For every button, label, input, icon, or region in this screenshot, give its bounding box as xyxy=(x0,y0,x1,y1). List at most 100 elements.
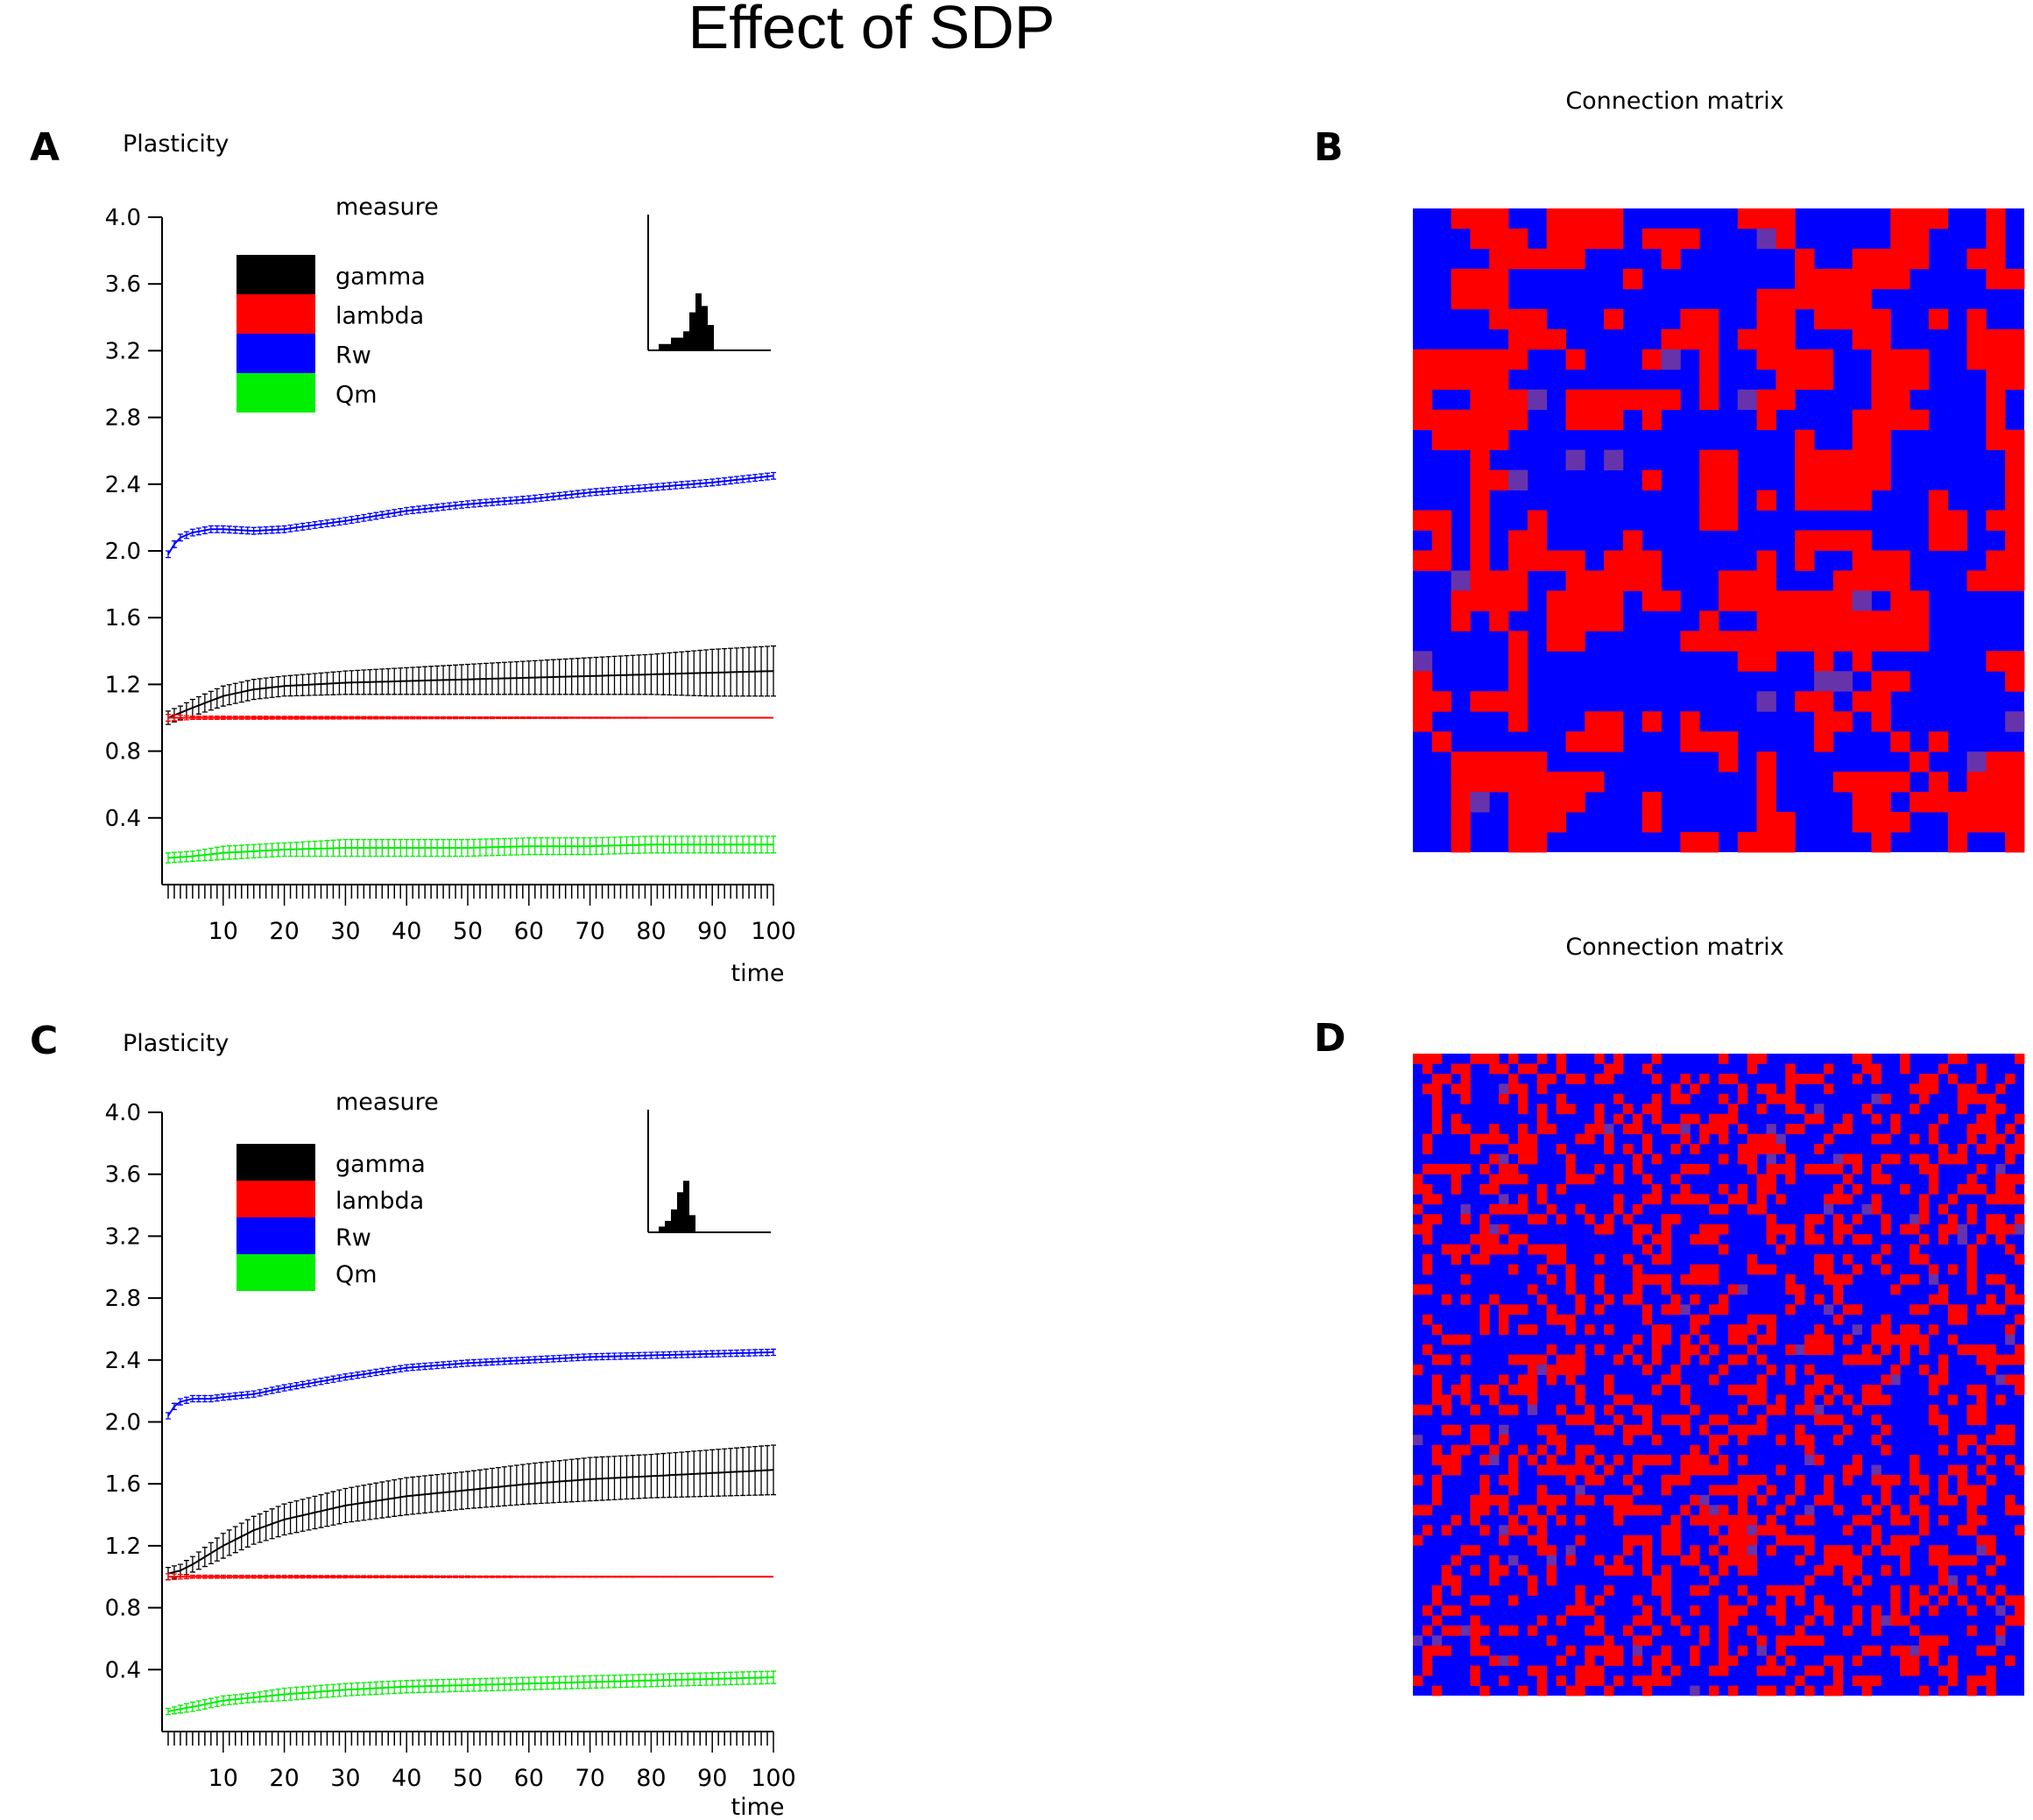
panel-b-matrix-cell xyxy=(1585,208,1605,229)
panel-d-matrix-cell xyxy=(1928,1545,1939,1556)
panel-d-matrix-cell xyxy=(1890,1645,1901,1656)
panel-b-matrix-cell xyxy=(1871,550,1891,571)
panel-c-errorbar-lambda xyxy=(312,1575,318,1579)
panel-d-matrix-cell xyxy=(1441,1605,1452,1616)
panel-d-matrix-cell xyxy=(1747,1324,1758,1336)
panel-a-errorbar-gamma xyxy=(746,646,752,697)
panel-d-matrix-cell xyxy=(1804,1514,1815,1526)
panel-d-matrix-cell xyxy=(1938,1444,1949,1456)
panel-c-x-tick-label: 50 xyxy=(453,1765,483,1792)
panel-d-matrix-cell xyxy=(1680,1073,1691,1084)
panel-d-matrix-cell xyxy=(1527,1244,1538,1255)
panel-a-errorbar-gamma xyxy=(226,684,232,706)
panel-d-matrix-cell xyxy=(1641,1505,1653,1516)
panel-a-errorbar-lambda xyxy=(532,716,538,719)
panel-d-matrix-cell xyxy=(1756,1494,1767,1506)
panel-b-matrix-cell xyxy=(1565,631,1585,652)
panel-d-matrix-cell xyxy=(1499,1435,1509,1446)
panel-c-errorbar-gamma xyxy=(349,1486,355,1523)
panel-d-matrix-cell xyxy=(1890,1284,1901,1295)
panel-d-matrix-cell xyxy=(1585,1404,1595,1415)
panel-d-matrix-cell xyxy=(1976,1645,1987,1656)
panel-d-matrix-cell xyxy=(1900,1565,1910,1576)
panel-d-matrix-cell xyxy=(1966,1555,1977,1566)
panel-b-matrix-cell xyxy=(1775,389,1796,411)
panel-a-y-tick-label: 1.6 xyxy=(105,605,141,631)
panel-d-matrix-cell xyxy=(1613,1054,1624,1064)
panel-a-errorbar-lambda xyxy=(642,716,648,719)
panel-c-errorbar-gamma xyxy=(342,1487,349,1524)
panel-c-legend-label-Qm: Qm xyxy=(335,1261,378,1288)
panel-d-matrix-cell xyxy=(2005,1144,2015,1154)
panel-d-matrix-cell xyxy=(1641,1144,1653,1154)
panel-c-x-tick-label: 60 xyxy=(514,1765,544,1792)
panel-d-matrix-cell xyxy=(1966,1575,1977,1586)
panel-a-errorbar-gamma xyxy=(263,677,269,699)
panel-b-matrix-cell xyxy=(1986,510,2006,531)
panel-d-matrix-cell xyxy=(1737,1093,1748,1104)
panel-d-matrix-cell xyxy=(1556,1444,1566,1456)
panel-d-matrix-cell xyxy=(1422,1605,1433,1616)
panel-b-matrix-cell xyxy=(1719,590,1739,611)
panel-a-errorbar-gamma xyxy=(660,653,667,695)
panel-b-matrix-cell xyxy=(1852,449,1872,470)
panel-b-matrix-cell xyxy=(1719,510,1739,531)
panel-a-errorbar-gamma xyxy=(495,661,501,695)
panel-b-matrix-cell xyxy=(1852,610,1872,631)
panel-d-matrix-cell xyxy=(1727,1534,1739,1546)
panel-c-errorbar-lambda xyxy=(263,1575,269,1579)
panel-d-matrix-cell xyxy=(1546,1635,1557,1647)
panel-d-matrix-cell xyxy=(1699,1464,1710,1476)
panel-c-errorbar-Qm xyxy=(507,1677,513,1691)
panel-d-matrix-cell xyxy=(1585,1324,1595,1336)
panel-b-matrix-cell xyxy=(1527,530,1548,551)
panel-d-matrix-cell xyxy=(1690,1494,1700,1506)
panel-d-matrix-cell xyxy=(1641,1675,1653,1686)
panel-b-matrix-cell xyxy=(1489,248,1509,270)
panel-b-matrix-cell xyxy=(1470,469,1490,490)
panel-d-matrix-cell xyxy=(1470,1054,1480,1064)
panel-d-matrix-cell xyxy=(1661,1485,1671,1496)
panel-c-inset-bar xyxy=(665,1220,671,1232)
panel-d-matrix-cell xyxy=(1756,1424,1767,1436)
panel-d-matrix-cell xyxy=(1479,1314,1490,1325)
panel-d-matrix-cell xyxy=(1661,1655,1671,1667)
panel-b-matrix-cell xyxy=(1546,550,1566,571)
panel-a-errorbar-lambda xyxy=(581,716,587,719)
panel-b-matrix-cell xyxy=(1413,369,1433,391)
panel-c-errorbar-gamma xyxy=(244,1519,251,1548)
panel-d-matrix-cell xyxy=(1565,1284,1576,1295)
panel-c-errorbar-lambda xyxy=(447,1575,453,1578)
panel-d-matrix-cell xyxy=(1785,1174,1796,1185)
panel-d-matrix-cell xyxy=(1995,1224,2006,1235)
panel-d-matrix-cell xyxy=(1499,1675,1509,1686)
panel-d-matrix-cell xyxy=(1651,1254,1662,1265)
panel-d-matrix-cell xyxy=(1823,1485,1834,1496)
panel-d-matrix-cell xyxy=(1613,1194,1624,1205)
panel-a-errorbar-Qm xyxy=(189,850,195,862)
panel-c-errorbar-Rw xyxy=(636,1351,642,1360)
panel-b-matrix-cell xyxy=(1832,268,1853,290)
panel-d-matrix-cell xyxy=(1470,1254,1480,1265)
panel-a-errorbar-gamma xyxy=(630,654,636,695)
panel-b-matrix-cell xyxy=(1795,631,1815,652)
panel-d-matrix-cell xyxy=(1890,1124,1901,1135)
panel-b-matrix-cell xyxy=(1489,369,1509,391)
panel-b-title: Connection matrix xyxy=(1565,88,1783,115)
panel-d-matrix-cell xyxy=(1594,1104,1605,1115)
panel-a-errorbar-Qm xyxy=(556,837,562,856)
panel-a-errorbar-Rw xyxy=(336,518,342,526)
panel-d-matrix-cell xyxy=(1995,1605,2006,1616)
panel-b-matrix-cell xyxy=(1814,490,1834,511)
panel-c-errorbar-Qm xyxy=(636,1674,642,1688)
panel-d-matrix-cell xyxy=(1919,1475,1930,1485)
panel-b-matrix-cell xyxy=(1795,469,1815,490)
panel-b-matrix-cell xyxy=(1661,328,1681,350)
panel-d-matrix-cell xyxy=(1651,1505,1662,1516)
panel-a-errorbar-Rw xyxy=(728,476,734,485)
panel-d-matrix-cell xyxy=(1422,1264,1433,1275)
panel-d-matrix-cell xyxy=(1556,1404,1566,1415)
panel-c-errorbar-Qm xyxy=(544,1675,550,1690)
panel-a-errorbar-Qm xyxy=(324,840,330,857)
panel-a-errorbar-gamma xyxy=(251,679,257,701)
